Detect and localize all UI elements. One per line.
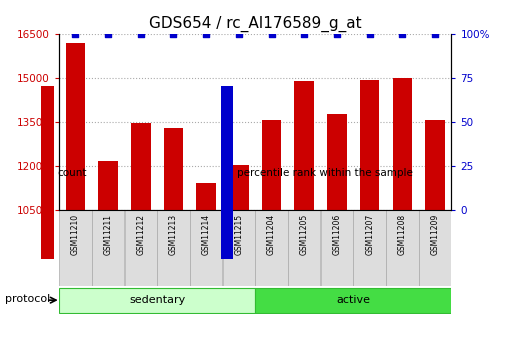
Bar <box>425 120 445 210</box>
Bar <box>419 210 451 286</box>
Bar <box>386 210 419 286</box>
Point <box>169 32 177 37</box>
Bar <box>190 210 222 286</box>
Text: GSM11210: GSM11210 <box>71 214 80 255</box>
Bar <box>294 81 314 210</box>
Bar <box>353 210 386 286</box>
Bar <box>98 160 118 210</box>
Text: GSM11207: GSM11207 <box>365 214 374 256</box>
Bar <box>327 114 347 210</box>
Text: active: active <box>337 295 370 305</box>
Bar <box>321 210 353 286</box>
Bar <box>223 210 255 286</box>
Bar <box>164 128 183 210</box>
Text: GSM11204: GSM11204 <box>267 214 276 256</box>
Point <box>235 32 243 37</box>
Text: protocol: protocol <box>5 294 50 304</box>
Text: GSM11205: GSM11205 <box>300 214 309 256</box>
Text: GSM11208: GSM11208 <box>398 214 407 255</box>
Bar <box>262 120 281 210</box>
Bar <box>59 210 91 286</box>
Text: GSM11213: GSM11213 <box>169 214 178 255</box>
Text: count: count <box>57 168 87 177</box>
Bar <box>229 165 249 210</box>
Point <box>431 32 439 37</box>
Text: GSM11209: GSM11209 <box>430 214 440 256</box>
Bar <box>157 210 190 286</box>
Point <box>366 32 374 37</box>
Text: percentile rank within the sample: percentile rank within the sample <box>237 168 413 177</box>
Point <box>300 32 308 37</box>
Bar <box>59 288 255 313</box>
Bar <box>92 210 124 286</box>
Bar <box>360 80 380 210</box>
Bar <box>255 210 288 286</box>
Point <box>71 32 80 37</box>
Title: GDS654 / rc_AI176589_g_at: GDS654 / rc_AI176589_g_at <box>149 16 362 32</box>
Text: sedentary: sedentary <box>129 295 185 305</box>
Text: GSM11211: GSM11211 <box>104 214 112 255</box>
Point <box>333 32 341 37</box>
Bar <box>196 183 216 210</box>
Text: GSM11206: GSM11206 <box>332 214 342 256</box>
Bar <box>288 210 321 286</box>
Text: GSM11214: GSM11214 <box>202 214 211 255</box>
Bar <box>255 288 451 313</box>
Bar <box>392 78 412 210</box>
Bar <box>125 210 157 286</box>
Text: GSM11212: GSM11212 <box>136 214 145 255</box>
Point <box>398 32 406 37</box>
Bar <box>131 123 150 210</box>
Bar <box>66 43 85 210</box>
Text: GSM11215: GSM11215 <box>234 214 243 255</box>
Point <box>202 32 210 37</box>
Point <box>104 32 112 37</box>
Point <box>136 32 145 37</box>
Point <box>267 32 275 37</box>
